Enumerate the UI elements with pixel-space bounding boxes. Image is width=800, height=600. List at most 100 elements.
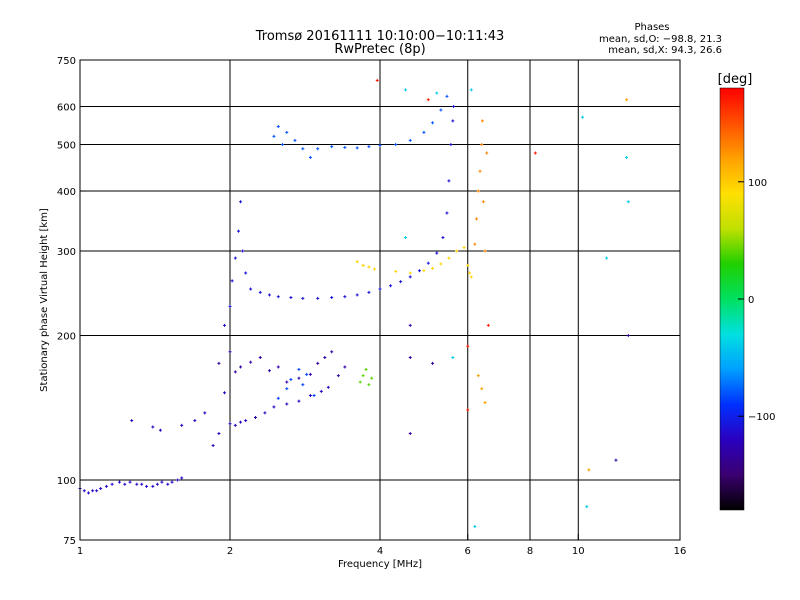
- data-point: [626, 98, 628, 102]
- data-point: [105, 484, 107, 488]
- data-point: [302, 147, 304, 151]
- data-point: [254, 415, 256, 419]
- data-point: [277, 365, 279, 369]
- data-points: [78, 78, 630, 529]
- data-point: [273, 134, 275, 138]
- data-point: [124, 482, 126, 486]
- y-tick-label: 100: [57, 476, 76, 487]
- data-point: [146, 484, 148, 488]
- data-point: [136, 482, 138, 486]
- data-point: [268, 293, 270, 297]
- data-point: [344, 365, 346, 369]
- data-point: [309, 155, 311, 159]
- data-point: [362, 374, 364, 378]
- x-tick-label: 8: [527, 546, 533, 557]
- stats-line-o: mean, sd,O: −98.8, 21.3: [599, 34, 722, 45]
- data-point: [273, 405, 275, 409]
- data-point: [409, 275, 411, 279]
- data-point: [423, 130, 425, 134]
- data-point: [452, 355, 454, 359]
- grid-lines: [80, 60, 680, 540]
- data-point: [286, 380, 288, 384]
- data-point: [626, 155, 628, 159]
- data-point: [131, 419, 133, 423]
- data-point: [250, 287, 252, 291]
- data-point: [484, 401, 486, 405]
- data-point: [277, 295, 279, 299]
- data-point: [404, 236, 406, 240]
- data-point: [204, 411, 206, 415]
- data-point: [331, 145, 333, 149]
- y-tick-label: 75: [63, 536, 76, 547]
- data-point: [259, 355, 261, 359]
- data-point: [167, 482, 169, 486]
- data-point: [181, 423, 183, 427]
- data-point: [218, 361, 220, 365]
- data-point: [286, 387, 288, 391]
- data-point: [229, 350, 231, 354]
- colorbar-tick-label: 0: [748, 295, 754, 306]
- data-point: [436, 251, 438, 255]
- data-point: [240, 200, 242, 204]
- data-point: [87, 491, 89, 495]
- data-point: [467, 263, 469, 267]
- data-point: [306, 372, 308, 376]
- data-point: [456, 249, 458, 253]
- data-point: [309, 394, 311, 398]
- data-point: [156, 482, 158, 486]
- data-point: [423, 269, 425, 273]
- y-tick-label: 500: [57, 141, 76, 152]
- y-tick-label: 300: [57, 247, 76, 258]
- data-point: [486, 151, 488, 155]
- data-point: [224, 323, 226, 327]
- data-point: [409, 271, 411, 275]
- data-point: [83, 489, 85, 493]
- colorbar-tick-label: 100: [748, 178, 767, 189]
- data-point: [446, 211, 448, 215]
- data-point: [245, 419, 247, 423]
- data-point: [245, 271, 247, 275]
- data-point: [259, 290, 261, 294]
- data-point: [234, 256, 236, 260]
- data-point: [159, 428, 161, 432]
- data-point: [627, 334, 629, 338]
- data-point: [586, 505, 588, 509]
- data-point: [446, 94, 448, 98]
- x-tick-label: 6: [465, 546, 471, 557]
- data-point: [427, 261, 429, 265]
- data-point: [409, 432, 411, 436]
- data-point: [479, 169, 481, 173]
- data-point: [474, 525, 476, 529]
- data-point: [379, 143, 381, 147]
- colorbar-ticks: 100 0 −100: [738, 178, 775, 423]
- data-point: [229, 422, 231, 426]
- data-point: [218, 432, 220, 436]
- data-point: [588, 468, 590, 472]
- data-point: [161, 480, 163, 484]
- data-point: [404, 88, 406, 92]
- data-point: [152, 425, 154, 429]
- data-point: [100, 487, 102, 491]
- data-point: [356, 260, 358, 264]
- data-point: [229, 304, 231, 308]
- data-point: [309, 372, 311, 376]
- data-point: [118, 480, 120, 484]
- data-point: [286, 402, 288, 406]
- data-point: [324, 355, 326, 359]
- stats-heading: Phases: [634, 22, 669, 33]
- data-point: [440, 108, 442, 112]
- data-point: [470, 88, 472, 92]
- data-point: [463, 246, 465, 250]
- data-point: [409, 323, 411, 327]
- data-point: [362, 263, 364, 267]
- data-point: [448, 256, 450, 260]
- x-tick-label: 16: [674, 546, 687, 557]
- data-point: [481, 143, 483, 147]
- data-point: [356, 146, 358, 150]
- data-point: [290, 377, 292, 381]
- data-point: [282, 143, 284, 147]
- data-point: [277, 125, 279, 129]
- data-point: [442, 236, 444, 240]
- data-point: [250, 360, 252, 364]
- data-point: [467, 408, 469, 412]
